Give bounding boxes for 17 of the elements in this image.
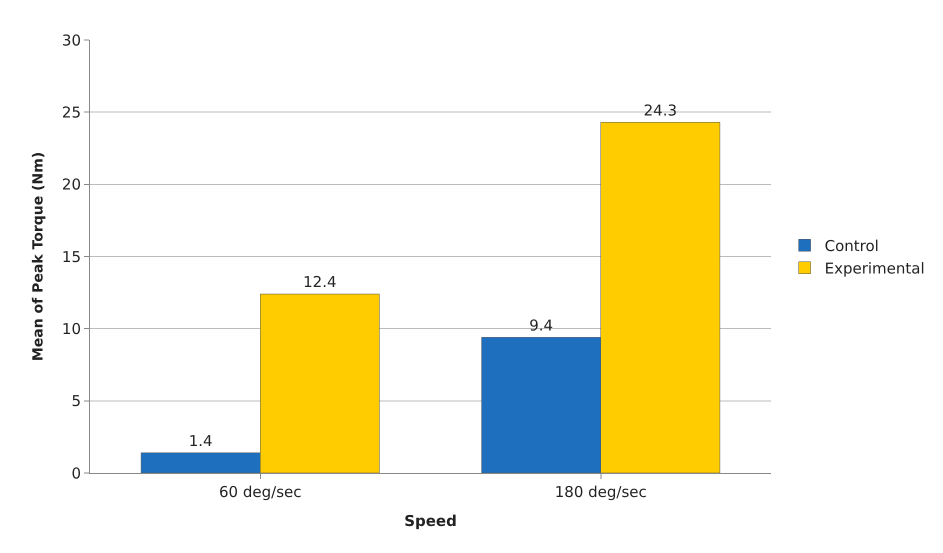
data-label: 24.3 bbox=[644, 101, 678, 120]
data-label: 12.4 bbox=[303, 273, 337, 292]
y-tick-label: 15 bbox=[62, 248, 81, 266]
legend-label: Experimental bbox=[824, 260, 925, 278]
x-tick-label: 60 deg/sec bbox=[219, 483, 302, 501]
x-tick-label: 180 deg/sec bbox=[554, 483, 647, 501]
x-axis-title: Speed bbox=[404, 512, 457, 530]
data-label: 9.4 bbox=[529, 316, 554, 334]
y-tick-label: 20 bbox=[62, 176, 81, 194]
legend-label: Control bbox=[824, 237, 879, 256]
y-axis-title: Mean of Peak Torque (Nm) bbox=[30, 152, 47, 362]
y-tick-label: 30 bbox=[62, 31, 81, 50]
data-label: 1.4 bbox=[188, 432, 213, 450]
y-tick-label: 25 bbox=[62, 103, 81, 122]
y-tick-label: 10 bbox=[62, 320, 81, 338]
y-tick-label: 5 bbox=[71, 392, 81, 410]
y-tick-label: 0 bbox=[71, 464, 81, 482]
